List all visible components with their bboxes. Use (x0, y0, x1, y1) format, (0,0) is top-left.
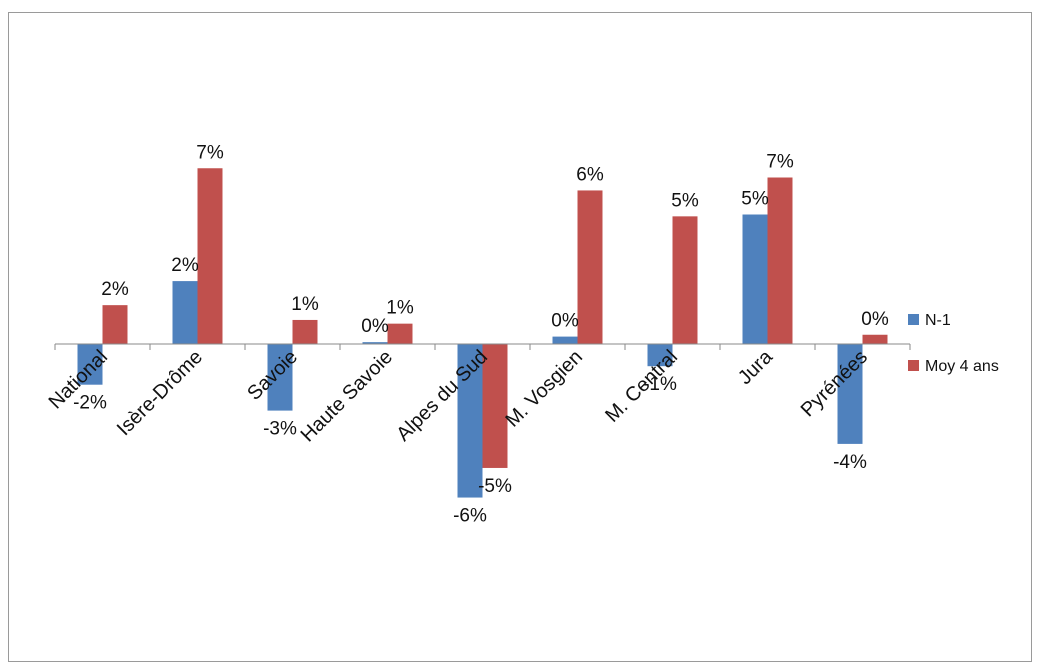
category-label: M. Vosgien (502, 346, 588, 432)
data-label: 7% (766, 152, 794, 173)
data-labels: -2%2%2%7%-3%1%0%1%-6%-5%0%6%-1%5% 5%7%-4%… (73, 142, 889, 526)
data-label: 6% (576, 164, 604, 185)
data-label: -5% (478, 476, 512, 497)
data-label: 1% (291, 294, 319, 315)
category-label: Jura (734, 345, 778, 389)
data-label: 5% (671, 190, 699, 211)
bar-moy4-0 (102, 305, 128, 344)
data-label: -3% (263, 419, 297, 440)
bar-moy4-3 (387, 323, 413, 344)
legend: N-1 Moy 4 ans (908, 312, 999, 375)
category-label: Isère-Drôme (113, 346, 207, 440)
data-label: -6% (453, 506, 487, 527)
bar-moy4-2 (292, 319, 318, 344)
data-label: -1% (643, 374, 677, 395)
x-axis-ticks (54, 344, 911, 350)
bar-moy4-8 (862, 334, 888, 344)
bar-n1-6 (647, 344, 673, 367)
data-label: 0% (861, 309, 889, 330)
bar-moy4-4 (482, 344, 508, 468)
data-label: 0% (551, 311, 579, 332)
data-label: 2% (171, 255, 199, 276)
bar-n1-7 (742, 214, 768, 344)
bar-moy4-6 (672, 216, 698, 344)
data-label: 7% (196, 142, 224, 163)
bar-n1-4 (457, 344, 483, 498)
bar-n1-3 (362, 342, 388, 344)
legend-swatch-n1 (908, 314, 919, 325)
legend-swatch-moy4 (908, 360, 919, 371)
legend-label-n1: N-1 (925, 312, 951, 329)
bar-n1-2 (267, 344, 293, 411)
data-label: -2% (73, 393, 107, 414)
bar-moy4-1 (197, 168, 223, 344)
bar-moy4-5 (577, 190, 603, 344)
bar-n1-1 (172, 281, 198, 344)
data-label: 1% (386, 298, 414, 319)
legend-label-moy4: Moy 4 ans (925, 358, 999, 375)
data-label: -4% (833, 452, 867, 473)
category-label: Haute Savoie (297, 346, 397, 446)
bar-moy4-7 (767, 177, 793, 344)
bars-layer (77, 168, 888, 498)
bar-n1-8 (837, 344, 863, 444)
data-label: 5% (741, 189, 769, 210)
data-label: 0% (361, 316, 389, 337)
bar-n1-0 (77, 344, 103, 385)
bar-n1-5 (552, 336, 578, 344)
data-label: 2% (101, 279, 129, 300)
